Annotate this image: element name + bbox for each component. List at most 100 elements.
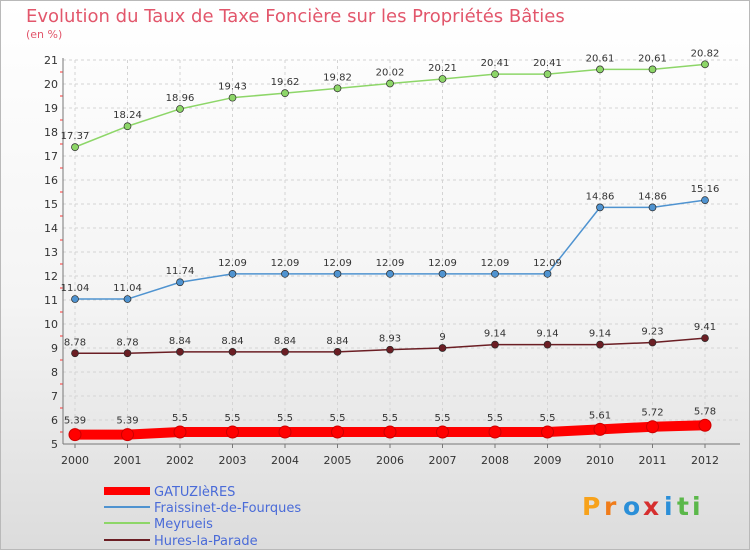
data-point [648, 65, 657, 74]
data-point [71, 349, 79, 358]
y-tick-label: 21 [44, 54, 58, 67]
data-point [281, 89, 289, 97]
data-label: 9.14 [589, 329, 611, 340]
data-label: 5.39 [64, 416, 86, 427]
x-tick-label: 2006 [376, 454, 404, 467]
data-point [593, 422, 607, 436]
y-tick-label: 9 [51, 342, 58, 355]
data-label: 19.62 [271, 77, 300, 88]
x-tick-label: 2007 [429, 454, 457, 467]
data-label: 12.09 [271, 258, 300, 269]
data-point [123, 349, 132, 358]
x-tick-label: 2003 [219, 454, 247, 467]
data-label: 12.09 [376, 258, 405, 269]
x-tick-label: 2008 [481, 454, 509, 467]
data-point [333, 84, 342, 93]
grid-layer [63, 59, 740, 445]
data-point [71, 143, 79, 151]
y-tick-label: 16 [44, 174, 58, 187]
x-tick-label: 2000 [61, 454, 89, 467]
y-tick-label: 5 [51, 438, 58, 451]
x-tick-label: 2012 [691, 454, 719, 467]
data-label: 11.74 [166, 266, 195, 277]
data-label: 19.43 [218, 82, 247, 93]
y-tick-label: 13 [44, 246, 58, 259]
data-label: 20.61 [638, 53, 667, 64]
data-point [123, 122, 132, 131]
logo-letter: r [604, 492, 617, 521]
data-point [488, 425, 502, 439]
axis-layer: 5 6 7 8 9 10 11 12 13 14 15 16 17 18 19 20 21 2000 2001 200… [44, 54, 740, 467]
logo-letter: t [677, 492, 689, 521]
data-label: 8.84 [326, 336, 348, 347]
data-label: 8.78 [116, 337, 138, 348]
y-tick-label: 7 [51, 390, 58, 403]
data-label: 20.61 [586, 53, 615, 64]
data-label: 18.96 [166, 93, 195, 104]
logo-letter: i [692, 492, 701, 521]
x-tick-label: 2009 [534, 454, 562, 467]
legend-label: Meyrueis [154, 517, 213, 532]
data-label: 8.84 [221, 336, 243, 347]
data-point [701, 60, 709, 69]
chart-subtitle: (en %) [26, 28, 62, 41]
legend-label: Fraissinet-de-Fourques [154, 501, 301, 516]
data-label: 20.02 [376, 68, 405, 79]
data-label: 8.84 [169, 336, 191, 347]
y-tick-label: 8 [51, 366, 58, 379]
x-tick-label: 2002 [166, 454, 194, 467]
legend-label: GATUZIèRES [154, 485, 235, 500]
data-label: 15.16 [691, 184, 720, 195]
data-label: 18.24 [113, 110, 142, 121]
data-point [701, 334, 709, 343]
y-tick-label: 19 [44, 102, 58, 115]
chart-title: Evolution du Taux de Taxe Foncière sur l… [26, 6, 565, 27]
data-label: 19.82 [323, 72, 352, 83]
data-label: 9.41 [694, 322, 716, 333]
data-label: 12.09 [481, 258, 510, 269]
data-point [646, 420, 659, 434]
data-point [333, 269, 342, 278]
data-label: 12.09 [428, 258, 457, 269]
data-label: 8.93 [379, 334, 401, 345]
data-label: 14.86 [586, 191, 615, 202]
data-label: 12.09 [323, 258, 352, 269]
y-tick-label: 20 [44, 78, 58, 91]
data-point [438, 75, 447, 83]
data-point [386, 345, 394, 354]
data-point [438, 269, 447, 278]
data-point [281, 347, 289, 356]
data-point [543, 70, 552, 79]
data-label: 20.41 [533, 58, 562, 69]
data-point [491, 340, 499, 349]
series-layer [68, 60, 712, 442]
x-tick-label: 2004 [271, 454, 299, 467]
data-label: 5.5 [172, 413, 188, 424]
data-point [331, 425, 344, 439]
data-point [491, 70, 499, 79]
data-label: 5.72 [641, 408, 663, 419]
data-point [226, 425, 239, 439]
data-label: 11.04 [113, 283, 142, 294]
data-label: 5.39 [116, 416, 138, 427]
data-point [176, 347, 184, 356]
data-point [278, 425, 292, 439]
data-point [543, 340, 552, 349]
x-tick-label: 2010 [586, 454, 614, 467]
data-point [176, 278, 184, 287]
data-point [596, 203, 604, 212]
data-point [123, 295, 132, 303]
data-label: 12.09 [533, 258, 562, 269]
data-point [648, 338, 657, 347]
data-label: 17.37 [61, 131, 90, 142]
data-label: 14.86 [638, 191, 667, 202]
y-tick-label: 18 [44, 126, 58, 139]
logo-letter: P [582, 492, 600, 521]
data-point [386, 269, 394, 278]
data-label: 5.61 [589, 410, 611, 421]
data-point [383, 425, 397, 439]
logo-letter: i [664, 492, 673, 521]
logo-letter: x [643, 492, 659, 521]
